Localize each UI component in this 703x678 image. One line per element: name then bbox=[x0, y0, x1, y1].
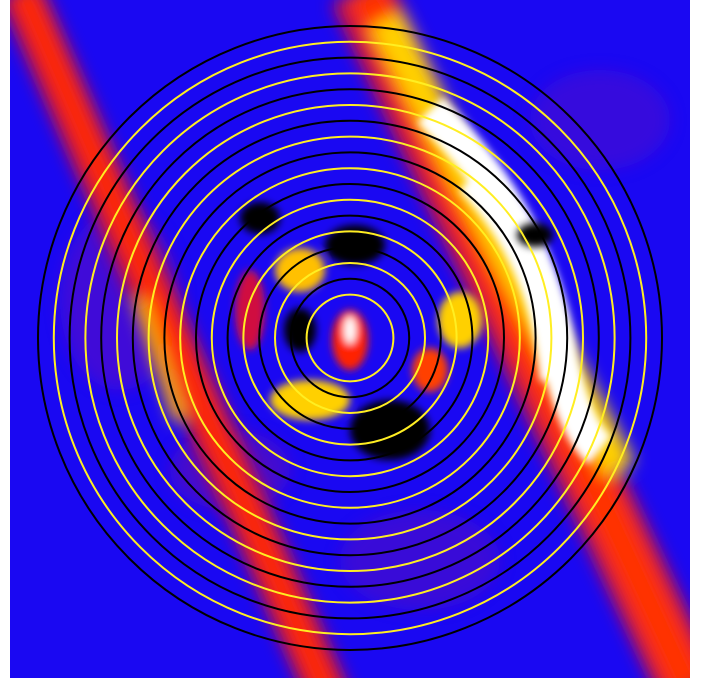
image bbox=[10, 0, 690, 678]
black-ring bbox=[100, 88, 600, 588]
yellow-ring bbox=[210, 198, 490, 478]
yellow-ring bbox=[179, 167, 521, 509]
black-ring bbox=[37, 25, 663, 651]
yellow-ring bbox=[84, 72, 616, 604]
yellow-ring bbox=[147, 135, 553, 541]
black-ring bbox=[289, 277, 411, 399]
black-ring bbox=[163, 151, 537, 525]
rings bbox=[37, 25, 663, 651]
black-ring bbox=[258, 246, 442, 430]
black-ring bbox=[195, 183, 505, 493]
yellow-ring bbox=[274, 262, 426, 414]
black-ring bbox=[226, 214, 474, 462]
yellow-ring bbox=[242, 230, 458, 446]
yellow-ring bbox=[305, 293, 395, 383]
left-band bbox=[10, 0, 345, 678]
yellow-ring bbox=[116, 104, 584, 572]
black-ring bbox=[131, 119, 569, 557]
black-ring bbox=[68, 56, 632, 620]
yellow-ring bbox=[52, 40, 648, 636]
